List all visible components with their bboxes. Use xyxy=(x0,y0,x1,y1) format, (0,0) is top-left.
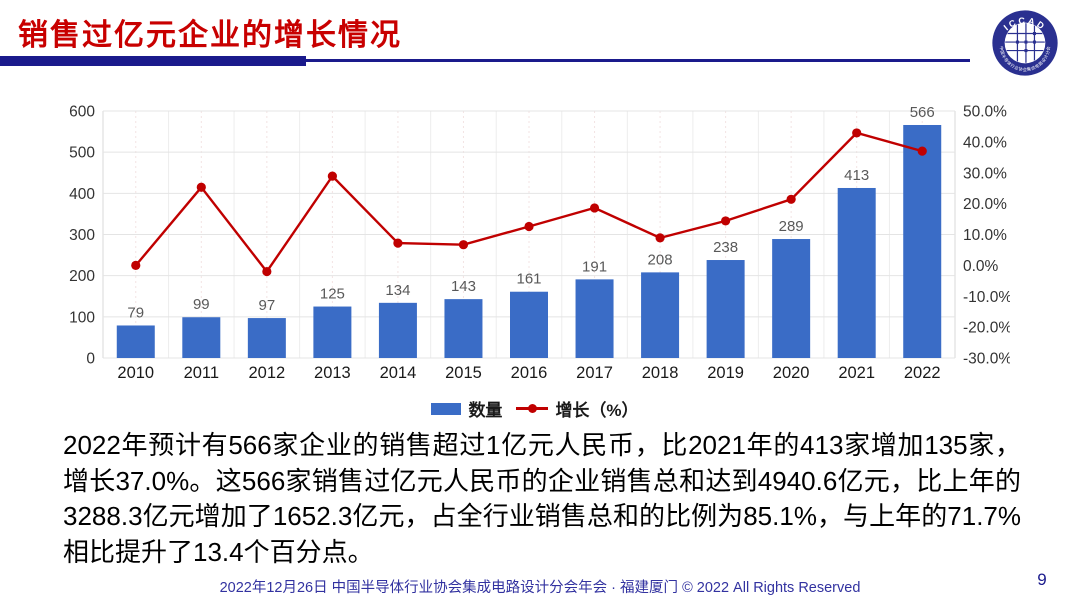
summary-paragraph: 2022年预计有566家企业的销售超过1亿元人民币，比2021年的413家增加1… xyxy=(63,430,1021,567)
iccad-logo: ICCAD 中国半导体行业协会集成电路设计分会 xyxy=(992,10,1058,76)
svg-text:99: 99 xyxy=(193,296,210,313)
svg-text:566: 566 xyxy=(910,104,935,121)
svg-text:134: 134 xyxy=(385,282,410,299)
svg-text:191: 191 xyxy=(582,258,607,275)
svg-text:20.0%: 20.0% xyxy=(963,196,1007,213)
svg-text:30.0%: 30.0% xyxy=(963,165,1007,182)
line-series-swatch-icon xyxy=(516,404,549,413)
svg-text:2011: 2011 xyxy=(184,364,219,382)
svg-text:200: 200 xyxy=(69,268,95,285)
chart-legend: 数量 增长（%） xyxy=(60,396,1010,421)
category-labels: 2010 2011 2012 2013 2014 2015 2016 2017 2018 2019… xyxy=(117,364,940,382)
svg-text:100: 100 xyxy=(69,309,95,326)
svg-text:2013: 2013 xyxy=(314,364,351,382)
svg-text:143: 143 xyxy=(451,278,476,295)
svg-text:238: 238 xyxy=(713,239,738,256)
svg-text:2017: 2017 xyxy=(576,364,613,382)
svg-text:413: 413 xyxy=(844,167,869,184)
growth-markers xyxy=(131,128,927,277)
svg-text:2010: 2010 xyxy=(117,364,154,382)
legend-label-count: 数量 xyxy=(468,401,503,420)
svg-text:2014: 2014 xyxy=(380,364,417,382)
bar-series xyxy=(116,124,942,358)
legend-item-growth: 增长（%） xyxy=(516,396,639,421)
svg-text:0: 0 xyxy=(86,351,95,368)
svg-text:79: 79 xyxy=(127,304,144,321)
svg-text:-30.0%: -30.0% xyxy=(963,351,1010,368)
title-underline-thick xyxy=(0,56,306,66)
svg-text:300: 300 xyxy=(69,227,95,244)
svg-text:208: 208 xyxy=(648,251,673,268)
svg-text:161: 161 xyxy=(516,271,541,288)
svg-text:400: 400 xyxy=(69,186,95,203)
svg-text:2016: 2016 xyxy=(511,364,548,382)
svg-text:10.0%: 10.0% xyxy=(963,227,1007,244)
bar-data-labels: 79 99 97 125 134 143 161 191 208 238 289 413 566 xyxy=(127,104,934,321)
logo-circuit-grid xyxy=(1005,23,1045,63)
svg-text:-10.0%: -10.0% xyxy=(963,289,1010,306)
footer-text: 2022年12月26日 中国半导体行业协会集成电路设计分会年会 · 福建厦门 ©… xyxy=(219,580,861,596)
svg-text:289: 289 xyxy=(779,218,804,235)
legend-item-count: 数量 xyxy=(431,396,502,421)
bar-series-swatch-icon xyxy=(431,402,462,415)
page-title: 销售过亿元企业的增长情况 xyxy=(18,19,402,52)
growth-chart: 0 100 200 300 400 500 600 -30.0% -20.0% -10.0% 0.0… xyxy=(69,104,1010,383)
svg-text:2018: 2018 xyxy=(642,364,679,382)
svg-text:40.0%: 40.0% xyxy=(963,134,1007,151)
legend-label-growth: 增长（%） xyxy=(555,401,639,420)
svg-text:2020: 2020 xyxy=(773,364,810,382)
page-number: 9 xyxy=(1037,570,1047,589)
svg-text:500: 500 xyxy=(69,145,95,162)
svg-text:2021: 2021 xyxy=(838,364,875,382)
svg-text:2019: 2019 xyxy=(707,364,744,382)
svg-text:-20.0%: -20.0% xyxy=(963,320,1010,337)
svg-text:600: 600 xyxy=(69,104,95,121)
svg-text:125: 125 xyxy=(320,286,345,303)
svg-text:2022: 2022 xyxy=(904,364,941,382)
svg-text:0.0%: 0.0% xyxy=(963,258,999,275)
svg-text:2012: 2012 xyxy=(248,364,285,382)
svg-text:50.0%: 50.0% xyxy=(963,104,1007,121)
svg-text:97: 97 xyxy=(259,297,276,314)
svg-text:2015: 2015 xyxy=(445,364,482,382)
title-underline-thin xyxy=(306,59,970,62)
